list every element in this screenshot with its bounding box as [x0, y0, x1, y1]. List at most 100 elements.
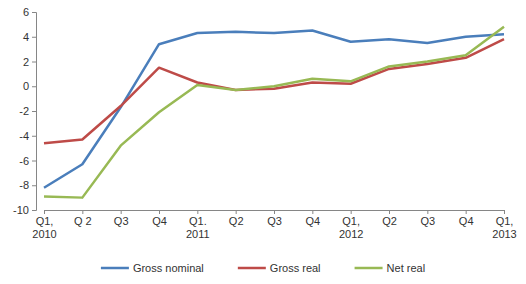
x-tick-label: Q3 [267, 215, 282, 227]
x-tick-mark [466, 210, 467, 214]
x-tick-label: Q3 [420, 215, 435, 227]
y-tick-label: 0 [23, 80, 29, 92]
lines [44, 27, 504, 198]
x-axis-line [45, 211, 505, 215]
legend: Gross nominal Gross real Net real [101, 262, 425, 274]
series-line [44, 31, 504, 188]
y-tick-mark [32, 111, 36, 112]
x-tick-label: Q 2 [74, 215, 92, 227]
x-tick: Q1.2011 [186, 210, 210, 240]
x-tick: Q3 [267, 210, 282, 227]
legend-swatch [238, 267, 266, 270]
legend-item: Net real [355, 262, 426, 274]
y-tick: 0 [23, 80, 36, 92]
y-tick: -4 [19, 130, 36, 142]
x-tick-mark [504, 210, 505, 214]
x-tick-label-line: Q3 [267, 215, 282, 227]
y-tick: 2 [23, 56, 36, 68]
y-axis: -10 -8 -6 -4 -2 0 2 4 6 [13, 6, 36, 216]
y-tick-mark [32, 12, 36, 13]
legend-label: Net real [387, 262, 426, 274]
y-tick: 6 [23, 6, 36, 18]
x-tick-label: Q3 [114, 215, 129, 227]
x-tick-label-line: 2012 [339, 228, 363, 240]
legend-item: Gross nominal [101, 262, 204, 274]
y-tick: -6 [19, 155, 36, 167]
y-tick-label: -6 [19, 155, 29, 167]
y-tick-mark [32, 161, 36, 162]
legend-label: Gross nominal [133, 262, 204, 274]
y-tick-label: -8 [19, 179, 29, 191]
legend-swatch [101, 267, 129, 270]
y-tick: -10 [13, 204, 36, 216]
x-tick: Q1,2013 [492, 210, 516, 240]
x-tick-label-line: 2011 [186, 228, 210, 240]
x-tick-label-line: 2010 [32, 228, 56, 240]
series-line [44, 39, 504, 143]
x-tick-label-line: Q2 [229, 215, 244, 227]
y-axis-line [32, 13, 37, 211]
x-tick-mark [427, 210, 428, 214]
y-tick-mark [32, 136, 36, 137]
x-tick-label-line: Q3 [114, 215, 129, 227]
x-tick-label-line: Q 2 [74, 215, 92, 227]
x-tick-mark [389, 210, 390, 214]
x-tick-label-line: Q2 [382, 215, 397, 227]
x-tick-label: Q2 [382, 215, 397, 227]
y-tick: 4 [23, 31, 36, 43]
x-tick-mark [274, 210, 275, 214]
x-tick-label-line: Q4 [152, 215, 167, 227]
x-tick: Q3 [114, 210, 129, 227]
x-tick-mark [121, 210, 122, 214]
legend-item: Gross real [238, 262, 321, 274]
legend-swatch [355, 267, 383, 270]
x-tick-label: Q4 [459, 215, 474, 227]
x-tick-mark [82, 210, 83, 214]
x-tick-label: Q4 [305, 215, 320, 227]
x-tick-mark [312, 210, 313, 214]
x-tick-label-line: Q4 [305, 215, 320, 227]
y-tick: -2 [19, 105, 36, 117]
y-tick-label: -10 [13, 204, 29, 216]
y-tick-label: -2 [19, 105, 29, 117]
x-tick-label-line: Q4 [459, 215, 474, 227]
x-tick: Q1,2010 [32, 210, 56, 240]
x-tick-label: Q4 [152, 215, 167, 227]
x-tick: Q4 [459, 210, 474, 227]
x-tick-mark [351, 210, 352, 214]
x-tick: Q3 [420, 210, 435, 227]
y-tick-mark [32, 37, 36, 38]
x-tick-mark [44, 210, 45, 214]
x-tick: Q 2 [74, 210, 92, 227]
x-tick-label: Q1,2013 [492, 215, 516, 240]
x-tick-mark [197, 210, 198, 214]
y-tick-label: 6 [23, 6, 29, 18]
x-tick: Q1,2012 [339, 210, 363, 240]
x-tick: Q4 [152, 210, 167, 227]
y-tick-mark [32, 185, 36, 186]
x-tick-label-line: Q1, [342, 215, 360, 227]
y-tick-mark [32, 210, 36, 211]
x-tick-label-line: Q3 [420, 215, 435, 227]
series-line [44, 27, 504, 198]
x-axis: Q1,2010Q 2Q3Q4Q1.2011Q2Q3Q4Q1,2012Q2Q3Q4… [32, 210, 516, 240]
x-tick-label-line: 2013 [492, 228, 516, 240]
x-tick-mark [236, 210, 237, 214]
x-tick: Q2 [229, 210, 244, 227]
chart: -10-8-6-4-20246Q1,2010Q 2Q3Q4Q1.2011Q2Q3… [0, 0, 526, 284]
x-tick-mark [159, 210, 160, 214]
y-tick: -8 [19, 179, 36, 191]
x-tick-label: Q1.2011 [186, 215, 210, 240]
x-tick-label: Q1,2012 [339, 215, 363, 240]
y-tick-mark [32, 62, 36, 63]
x-tick: Q2 [382, 210, 397, 227]
legend-label: Gross real [270, 262, 321, 274]
y-tick-mark [32, 86, 36, 87]
x-tick-label-line: Q1. [189, 215, 207, 227]
plot: -10-8-6-4-20246Q1,2010Q 2Q3Q4Q1.2011Q2Q3… [13, 6, 517, 240]
x-tick: Q4 [305, 210, 320, 227]
y-tick-label: 4 [23, 31, 29, 43]
x-tick-label-line: Q1, [496, 215, 514, 227]
x-tick-label: Q1,2010 [32, 215, 56, 240]
y-tick-label: 2 [23, 56, 29, 68]
